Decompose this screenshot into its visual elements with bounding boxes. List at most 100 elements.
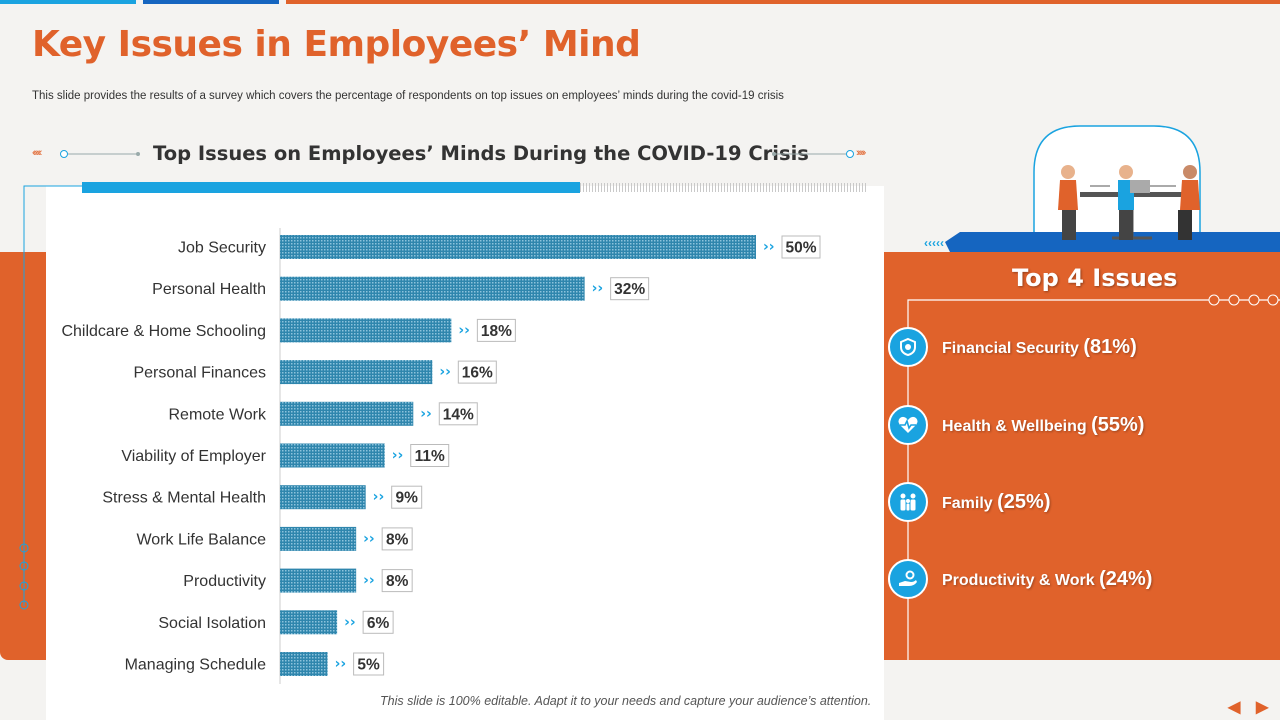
top-line-orange xyxy=(286,0,1280,4)
hand-gear-icon xyxy=(888,559,928,599)
value-label: 6% xyxy=(367,615,390,632)
right-arrows-decoration: ››››› xyxy=(856,147,866,159)
footer-note: This slide is 100% editable. Adapt it to… xyxy=(380,694,872,708)
chevron-icon: ›› xyxy=(420,406,432,422)
timeline-dot-2 xyxy=(1228,294,1240,306)
bar xyxy=(280,568,357,593)
category-label: Work Life Balance xyxy=(136,531,266,548)
right-header-stripe xyxy=(945,232,1280,252)
chevron-icon: ›› xyxy=(344,614,356,630)
category-label: Personal Finances xyxy=(133,365,266,382)
category-label: Productivity xyxy=(183,573,266,590)
chevron-icon: ›› xyxy=(392,448,404,464)
right-orange-panel xyxy=(884,252,1280,660)
bar xyxy=(280,276,585,301)
chart-accent-bar xyxy=(82,182,580,193)
chevron-icon: ›› xyxy=(763,239,775,255)
timeline-dot-1 xyxy=(1208,294,1220,306)
category-label: Social Isolation xyxy=(158,615,266,632)
value-label: 14% xyxy=(443,406,474,423)
chart-panel xyxy=(46,186,884,720)
value-label-box xyxy=(353,652,385,676)
value-label: 16% xyxy=(462,365,493,382)
timeline-dot-4 xyxy=(1267,294,1279,306)
top-issues-title: Top 4 Issues xyxy=(1012,264,1178,292)
top-issue-label: Financial Security xyxy=(942,339,1079,357)
chevron-icon: ›› xyxy=(363,573,375,589)
top-issue-label: Family xyxy=(942,494,993,512)
value-label-box xyxy=(781,235,821,259)
top-issue-pct: (55%) xyxy=(1091,413,1145,436)
value-label: 5% xyxy=(357,657,380,674)
top-issue-financial-security: Financial Security (81%) xyxy=(888,327,1137,367)
top-issue-family: Family (25%) xyxy=(888,482,1051,522)
chevron-icon: ›› xyxy=(373,489,385,505)
bar xyxy=(280,526,357,551)
chevron-icon: ›› xyxy=(363,531,375,547)
value-label-box xyxy=(391,485,423,509)
category-label: Viability of Employer xyxy=(121,448,266,465)
bar xyxy=(280,360,433,385)
corner-arrow-right: ▶ xyxy=(1255,699,1269,716)
value-label: 9% xyxy=(395,490,418,507)
bar xyxy=(280,652,328,676)
value-label-box xyxy=(381,527,413,551)
title-connector-right-dot xyxy=(846,150,854,158)
chevron-icon: ›› xyxy=(592,281,604,297)
title-connector-left-dot xyxy=(60,150,68,158)
value-label: 32% xyxy=(614,281,645,298)
timeline-dot-3 xyxy=(1248,294,1260,306)
bar xyxy=(280,485,366,510)
heart-pulse-icon xyxy=(888,405,928,445)
value-label: 11% xyxy=(415,448,445,465)
corner-arrow-left: ◀ xyxy=(1227,699,1241,716)
bar xyxy=(280,401,414,426)
chart-hatch-strip xyxy=(580,183,866,192)
top-issue-pct: (25%) xyxy=(997,490,1051,513)
value-label: 8% xyxy=(386,531,409,548)
bar xyxy=(280,235,756,259)
bars-group: Job Security ›› 50% Personal Health ›› 32% Chi… xyxy=(61,235,821,676)
page-title: Key Issues in Employees’ Mind xyxy=(32,24,641,65)
top-issue-pct: (81%) xyxy=(1083,335,1137,358)
category-label: Personal Health xyxy=(152,281,266,298)
category-label: Job Security xyxy=(178,240,266,257)
illustration-frame xyxy=(1033,125,1201,232)
family-icon xyxy=(888,482,928,522)
frame-dot-1 xyxy=(19,543,29,553)
title-connector-left-end xyxy=(136,152,140,156)
value-label-box xyxy=(457,360,497,384)
value-label: 50% xyxy=(785,240,816,257)
value-label-box xyxy=(610,277,650,301)
value-label-box xyxy=(362,610,394,634)
bar xyxy=(280,318,452,343)
page-subtitle: This slide provides the results of a sur… xyxy=(32,90,784,102)
chart-title: Top Issues on Employees’ Minds During th… xyxy=(153,142,809,165)
value-label: 8% xyxy=(386,573,409,590)
meeting-illustration xyxy=(1058,165,1200,240)
category-label: Managing Schedule xyxy=(125,657,267,674)
category-label: Childcare & Home Schooling xyxy=(61,323,266,340)
left-arrows-decoration: ‹‹‹‹‹ xyxy=(32,147,42,159)
top-issue-pct: (24%) xyxy=(1099,567,1153,590)
bar xyxy=(280,610,338,635)
chart-frame-line xyxy=(23,185,82,606)
title-connector-right-end xyxy=(772,152,776,156)
frame-dot-3 xyxy=(19,581,29,591)
frame-dot-2 xyxy=(19,561,29,571)
value-label-box xyxy=(381,569,413,593)
right-stripe-arrows: ‹‹‹‹‹ xyxy=(924,236,944,250)
chevron-icon: ›› xyxy=(458,322,470,338)
issues-timeline-line xyxy=(907,299,1280,660)
top-line-blue-1 xyxy=(0,0,136,4)
top-issue-health-wellbeing: Health & Wellbeing (55%) xyxy=(888,405,1144,445)
top-issue-productivity-work: Productivity & Work (24%) xyxy=(888,559,1152,599)
category-label: Stress & Mental Health xyxy=(102,490,266,507)
left-orange-panel xyxy=(0,252,46,660)
top-issue-label: Health & Wellbeing xyxy=(942,417,1087,435)
value-label-box xyxy=(438,402,478,426)
value-label-box xyxy=(410,444,450,467)
value-label: 18% xyxy=(481,323,512,340)
category-label: Remote Work xyxy=(168,406,267,423)
